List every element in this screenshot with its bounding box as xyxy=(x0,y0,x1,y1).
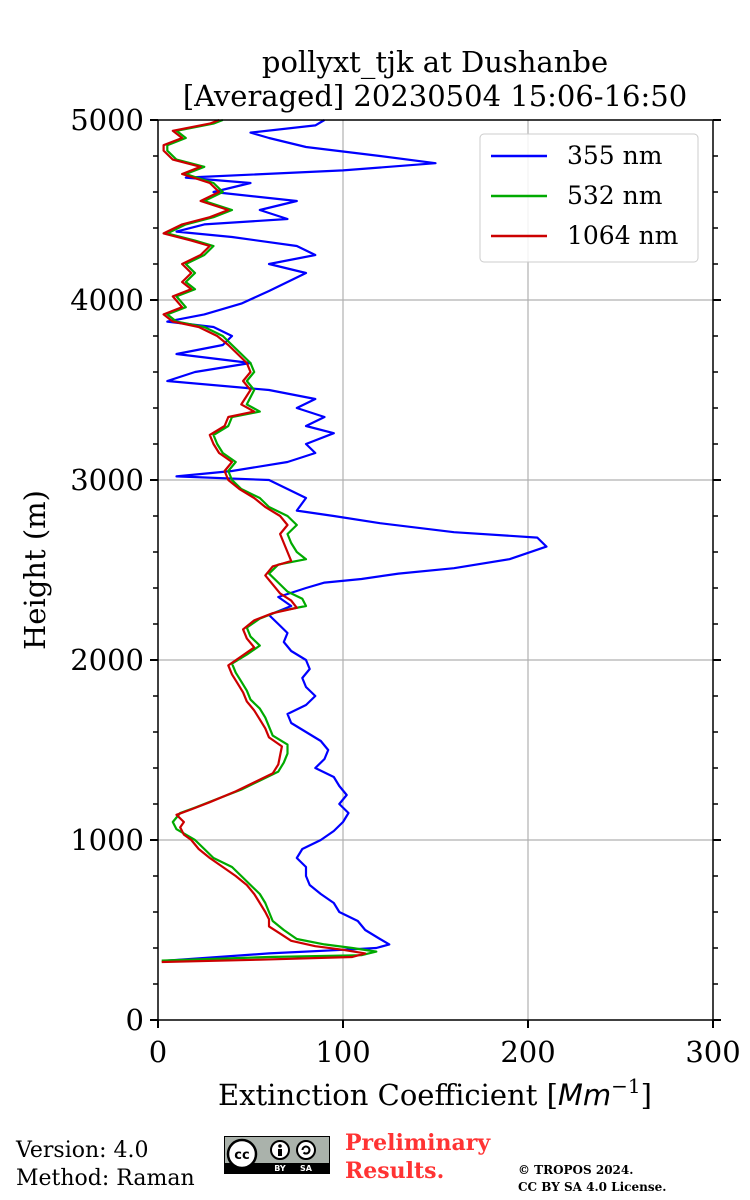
extinction-profile-chart: pollyxt_tjk at Dushanbe [Averaged] 20230… xyxy=(18,45,741,1112)
plot-frame xyxy=(157,119,714,1021)
y-tick-label: 0 xyxy=(126,1003,144,1037)
x-tick-label: 100 xyxy=(315,1035,370,1069)
x-tick-label: 200 xyxy=(500,1035,555,1069)
y-tick-label: 4000 xyxy=(70,283,144,317)
series-355nm-line xyxy=(166,119,548,962)
x-tick-label: 0 xyxy=(149,1035,167,1069)
sa-icon xyxy=(296,1140,316,1160)
x-tick-label: 300 xyxy=(685,1035,740,1069)
legend-box xyxy=(479,133,699,263)
cc-by-sa-badge: cc BY SA xyxy=(224,1136,330,1174)
preliminary-results-line1: Preliminary xyxy=(345,1130,491,1156)
cc-by-text: BY xyxy=(274,1164,286,1173)
chart-title-line1: pollyxt_tjk at Dushanbe xyxy=(262,45,608,80)
legend-label-355: 355 nm xyxy=(567,141,663,170)
chart-title-line2: [Averaged] 20230504 15:06-16:50 xyxy=(183,79,687,113)
cc-text: cc xyxy=(234,1148,249,1163)
y-tick-label: 3000 xyxy=(70,463,144,497)
y-tick-label: 1000 xyxy=(70,823,144,857)
copyright-line2: CC BY SA 4.0 License. xyxy=(518,1180,667,1194)
method-label: Method: Raman xyxy=(16,1166,195,1191)
y-tick-label: 5000 xyxy=(70,103,144,137)
legend-label-532: 532 nm xyxy=(567,181,663,210)
preliminary-results-line2: Results. xyxy=(345,1158,445,1184)
y-tick-label: 2000 xyxy=(70,643,144,677)
legend-label-1064: 1064 nm xyxy=(567,221,679,250)
series-1064nm-line xyxy=(161,118,367,964)
cc-sa-text: SA xyxy=(300,1164,313,1173)
copyright-line1: © TROPOS 2024. xyxy=(518,1163,634,1177)
legend: 355 nm 532 nm 1064 nm xyxy=(479,133,699,263)
y-axis-label: Height (m) xyxy=(18,490,52,650)
x-axis-label: Extinction Coefficient [Mm−1] xyxy=(218,1074,652,1112)
series-lines xyxy=(161,118,548,964)
series-532nm-line xyxy=(161,118,378,962)
version-label: Version: 4.0 xyxy=(16,1138,149,1163)
